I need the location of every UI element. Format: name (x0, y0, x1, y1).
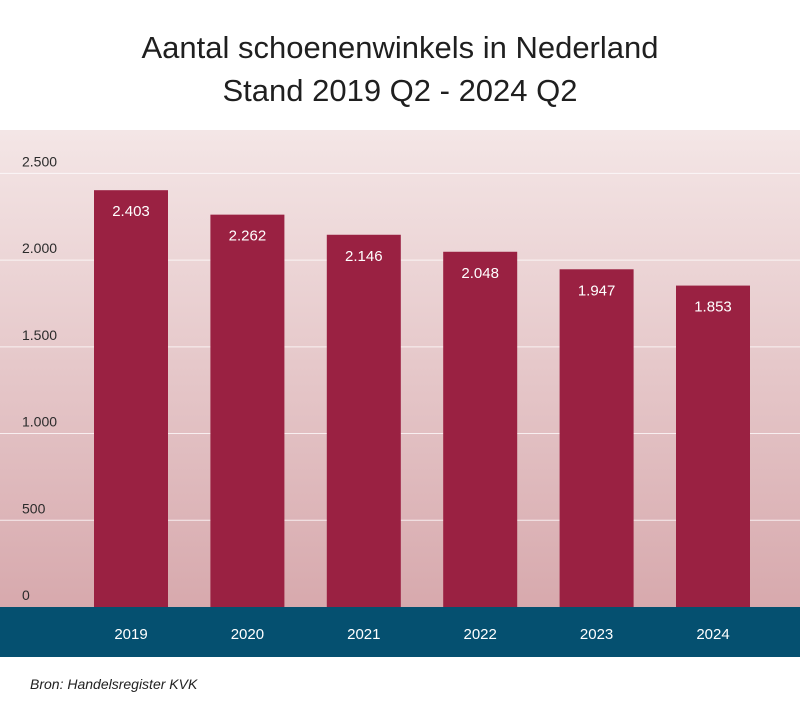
bar-value-label: 1.853 (694, 299, 732, 316)
x-tick-label: 2021 (347, 626, 380, 643)
x-tick-label: 2023 (580, 626, 613, 643)
x-axis-band (0, 607, 800, 657)
y-tick-label: 1.500 (22, 327, 57, 343)
x-tick-label: 2022 (464, 626, 497, 643)
x-tick-label: 2024 (696, 626, 729, 643)
y-tick-label: 1.000 (22, 414, 57, 430)
y-tick-label: 2.000 (22, 240, 57, 256)
bar (326, 234, 401, 607)
chart-title: Aantal schoenenwinkels in Nederland (141, 30, 659, 65)
bar (676, 285, 750, 607)
y-tick-label: 500 (22, 500, 46, 516)
bar (443, 251, 518, 608)
chart-title-block: Aantal schoenenwinkels in Nederland Stan… (0, 26, 800, 112)
bar-value-label: 2.048 (461, 265, 499, 282)
bar-value-label: 2.262 (229, 228, 267, 245)
bar-value-label: 2.403 (112, 203, 150, 220)
bar-value-label: 2.146 (345, 248, 383, 265)
x-tick-label: 2019 (114, 626, 147, 643)
chart-subtitle: Stand 2019 Q2 - 2024 Q2 (222, 73, 578, 108)
source-note: Bron: Handelsregister KVK (30, 676, 198, 692)
y-tick-label: 0 (22, 587, 30, 603)
bar (94, 190, 168, 607)
y-tick-label: 2.500 (22, 153, 57, 169)
x-tick-label: 2020 (231, 626, 264, 643)
bar-value-label: 1.947 (578, 282, 616, 299)
bar (210, 214, 285, 607)
bar (559, 269, 634, 607)
